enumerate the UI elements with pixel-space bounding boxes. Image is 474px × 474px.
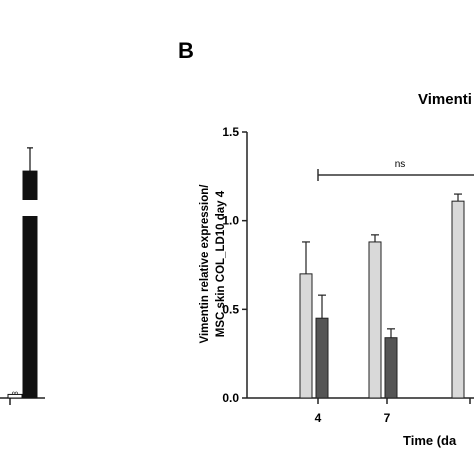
bar [299, 273, 313, 399]
y-tick-label: 1.5 [222, 125, 239, 139]
panel-a: ∞ [0, 147, 45, 405]
bar [315, 317, 329, 399]
bar [451, 200, 465, 399]
x-axis-label: Time (da [403, 433, 457, 448]
chart-title: Vimenti [418, 91, 472, 108]
y-tick-label: 1.0 [222, 214, 239, 228]
panel-a-axis-break [20, 200, 40, 216]
y-axis-label-line1: Vimentin relative expression/ [199, 184, 211, 344]
bar [368, 241, 382, 399]
panel-b: B Vimenti Vimentin relative expression/ … [178, 38, 474, 448]
significance-label: ns [395, 159, 406, 170]
x-tick-label: 4 [315, 411, 322, 425]
y-tick-label: 0.5 [222, 302, 239, 316]
x-tick-label: 7 [384, 411, 391, 425]
y-tick-label: 0.0 [222, 391, 239, 405]
panel-a-bar-label: ∞ [12, 388, 18, 398]
bar [384, 337, 398, 399]
y-axis-label-line2: MSC skin COL_LD10 day 4 [215, 190, 227, 337]
panel-label: B [178, 38, 194, 63]
panel-a-bar [7, 393, 23, 399]
